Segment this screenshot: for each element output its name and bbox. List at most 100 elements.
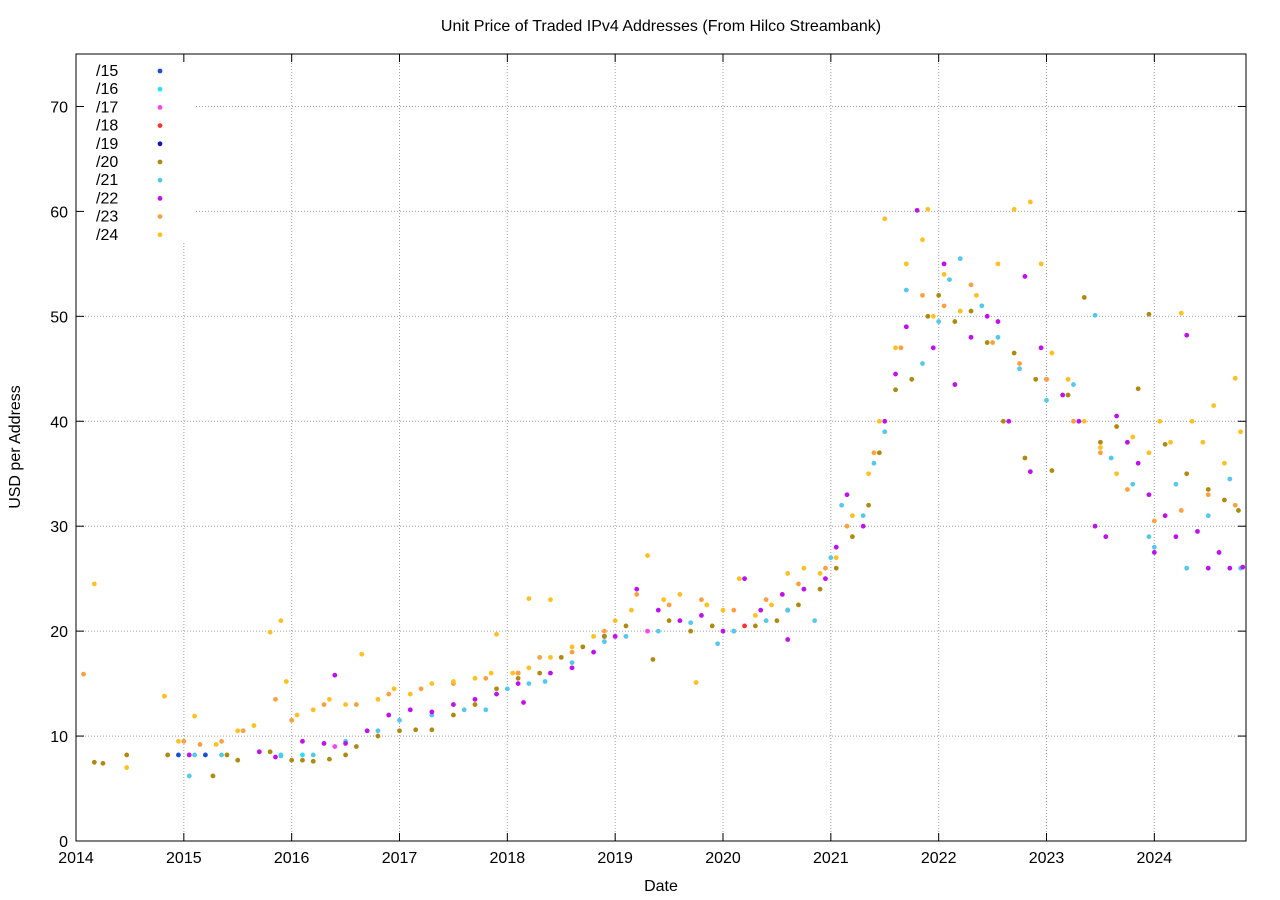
data-point (176, 738, 181, 744)
data-point (289, 717, 295, 723)
legend-marker (157, 214, 163, 220)
legend-label: /20 (96, 154, 118, 171)
legend-label: /18 (96, 118, 118, 135)
y-tick-label: 60 (50, 204, 68, 221)
data-point (823, 565, 828, 571)
data-point (510, 670, 516, 676)
data-point (332, 744, 338, 749)
legend-marker (157, 141, 163, 147)
data-point (876, 418, 882, 424)
data-point (628, 607, 634, 613)
data-point (839, 502, 845, 508)
data-point (893, 371, 898, 377)
data-point (494, 691, 499, 697)
data-point (1060, 392, 1066, 398)
data-point (866, 502, 871, 508)
data-point (1205, 487, 1211, 492)
x-tick-label: 2017 (382, 850, 418, 867)
data-point (785, 637, 791, 642)
data-point (1157, 418, 1163, 424)
data-point (407, 707, 413, 713)
data-point (1146, 492, 1152, 498)
data-point (1200, 439, 1206, 445)
data-point (91, 759, 97, 765)
legend-label: /23 (96, 209, 118, 226)
data-point (655, 607, 661, 613)
data-point (882, 418, 888, 424)
data-point (1017, 366, 1022, 372)
data-point (930, 345, 936, 351)
legend-label: /19 (96, 136, 118, 153)
data-point (742, 623, 747, 629)
data-point (645, 628, 650, 634)
data-point (1044, 376, 1049, 382)
x-axis-label: Date (644, 878, 678, 895)
data-point (1022, 455, 1028, 461)
data-point (515, 675, 521, 681)
y-tick-label: 10 (50, 729, 68, 746)
data-point (995, 261, 1001, 267)
data-point (828, 555, 834, 561)
data-point (91, 581, 97, 587)
data-point (936, 319, 942, 324)
data-point (289, 757, 295, 763)
data-point (192, 752, 198, 758)
data-point (1205, 492, 1211, 498)
data-point (219, 752, 224, 758)
data-point (850, 513, 855, 519)
data-point (515, 681, 521, 686)
data-point (661, 597, 667, 603)
data-point (1178, 508, 1184, 513)
data-point (1038, 261, 1044, 267)
data-point (1049, 350, 1055, 356)
data-point (833, 565, 839, 571)
data-point (952, 382, 958, 387)
data-point (273, 754, 278, 760)
legend-label: /15 (96, 63, 118, 80)
legend-marker (157, 196, 163, 201)
data-point (494, 686, 499, 692)
data-point (472, 696, 478, 702)
data-point (1049, 468, 1055, 473)
legend: /15/16/17/18/19/20/21/22/23/24 (77, 55, 195, 244)
data-point (124, 765, 130, 770)
data-point (537, 670, 543, 676)
y-tick-label: 30 (50, 519, 68, 536)
data-point (1103, 534, 1109, 540)
x-tick-label: 2022 (921, 850, 957, 867)
data-point (720, 628, 726, 634)
legend-marker (157, 68, 163, 74)
data-point (1027, 199, 1033, 205)
data-point (1027, 469, 1033, 475)
data-point (407, 691, 413, 697)
data-point (569, 649, 575, 655)
data-point (699, 597, 704, 603)
data-point (817, 571, 823, 576)
data-point (1162, 513, 1168, 519)
data-point (601, 628, 607, 634)
data-point (715, 641, 721, 647)
data-point (1173, 481, 1179, 487)
data-point (968, 282, 974, 288)
data-point (526, 665, 532, 671)
data-point (1081, 295, 1087, 300)
data-point (930, 313, 936, 319)
data-point (1130, 481, 1136, 487)
data-point (359, 651, 365, 657)
data-point (267, 749, 273, 755)
data-point (343, 702, 348, 707)
data-point (569, 644, 575, 650)
data-point (181, 738, 187, 744)
plot-frame (75, 53, 1247, 842)
data-point (494, 631, 499, 637)
data-point (709, 623, 715, 629)
data-point (796, 581, 801, 587)
data-point (645, 553, 650, 558)
data-point (203, 752, 208, 758)
data-point (558, 654, 564, 660)
data-point (699, 612, 704, 618)
data-point (162, 693, 167, 699)
data-point (418, 686, 424, 692)
data-point (601, 639, 607, 645)
y-axis-label: USD per Address (7, 385, 24, 509)
